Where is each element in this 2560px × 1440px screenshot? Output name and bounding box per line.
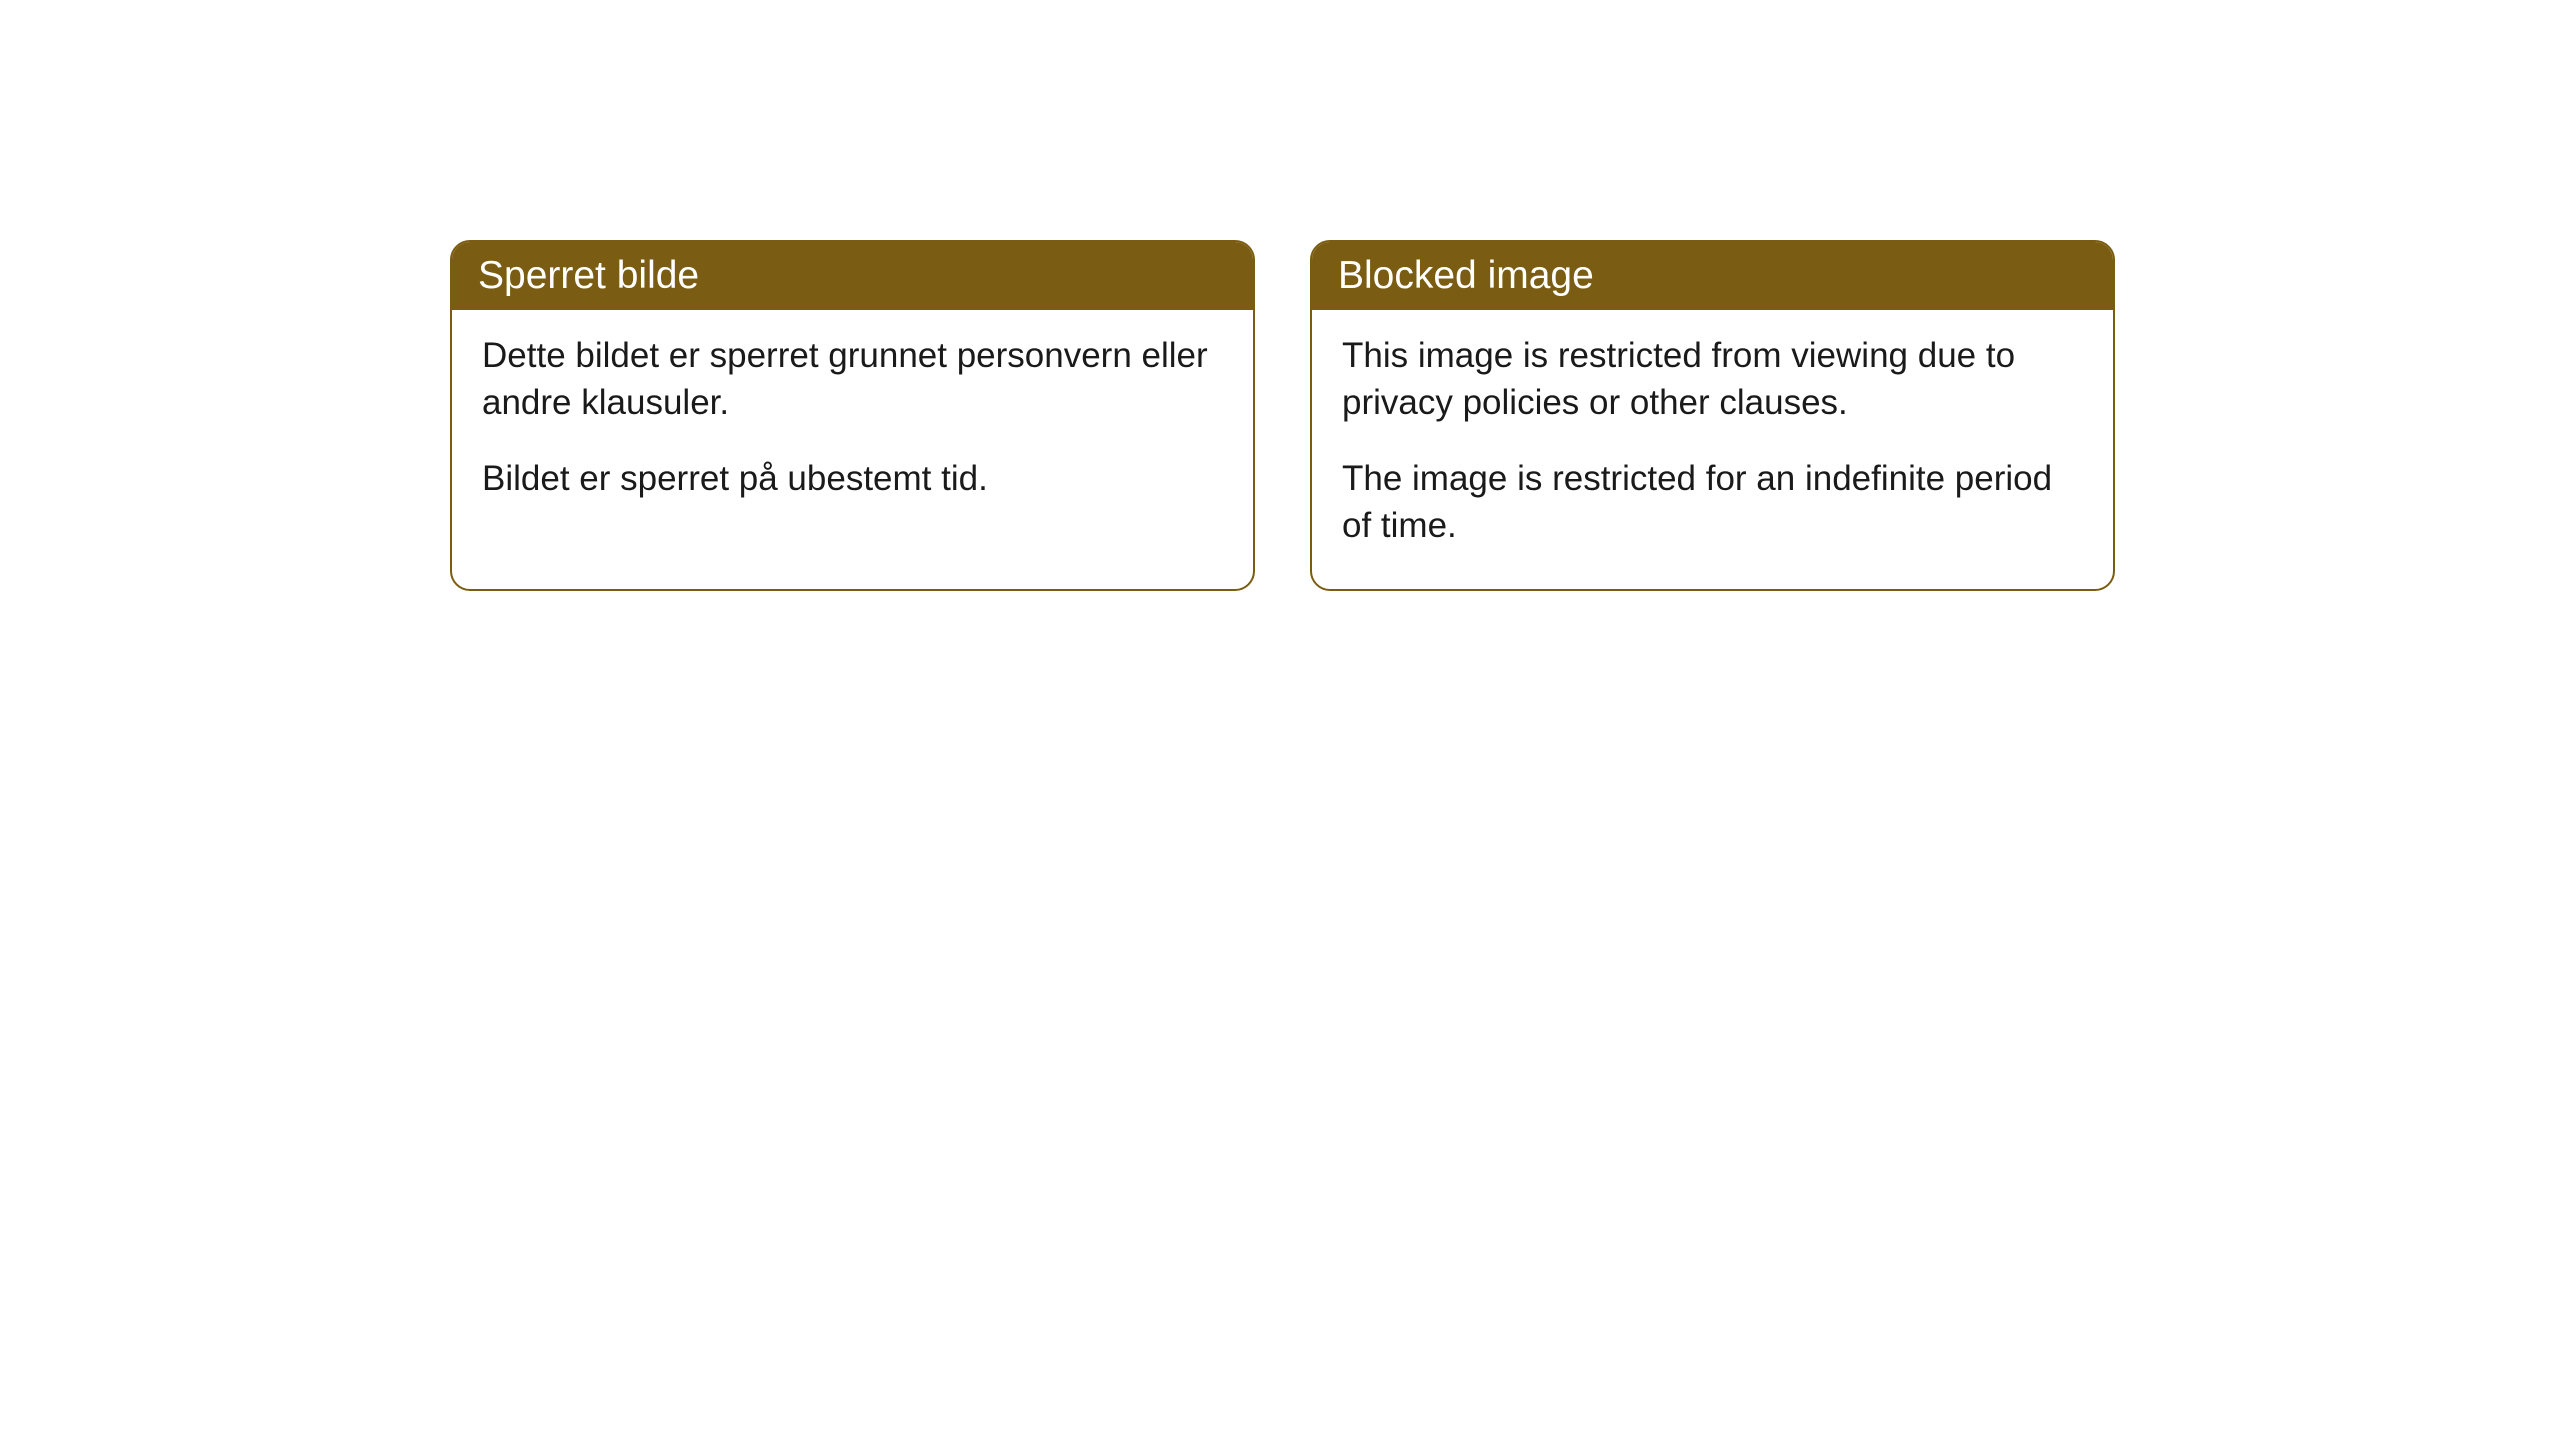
card-body-english: This image is restricted from viewing du… [1312, 310, 2113, 589]
card-body-norwegian: Dette bildet er sperret grunnet personve… [452, 310, 1253, 542]
notice-cards-container: Sperret bilde Dette bildet er sperret gr… [450, 240, 2115, 591]
card-paragraph: Bildet er sperret på ubestemt tid. [482, 455, 1223, 502]
card-header-english: Blocked image [1312, 242, 2113, 310]
card-paragraph: The image is restricted for an indefinit… [1342, 455, 2083, 550]
card-paragraph: This image is restricted from viewing du… [1342, 332, 2083, 427]
notice-card-english: Blocked image This image is restricted f… [1310, 240, 2115, 591]
card-header-norwegian: Sperret bilde [452, 242, 1253, 310]
notice-card-norwegian: Sperret bilde Dette bildet er sperret gr… [450, 240, 1255, 591]
card-paragraph: Dette bildet er sperret grunnet personve… [482, 332, 1223, 427]
